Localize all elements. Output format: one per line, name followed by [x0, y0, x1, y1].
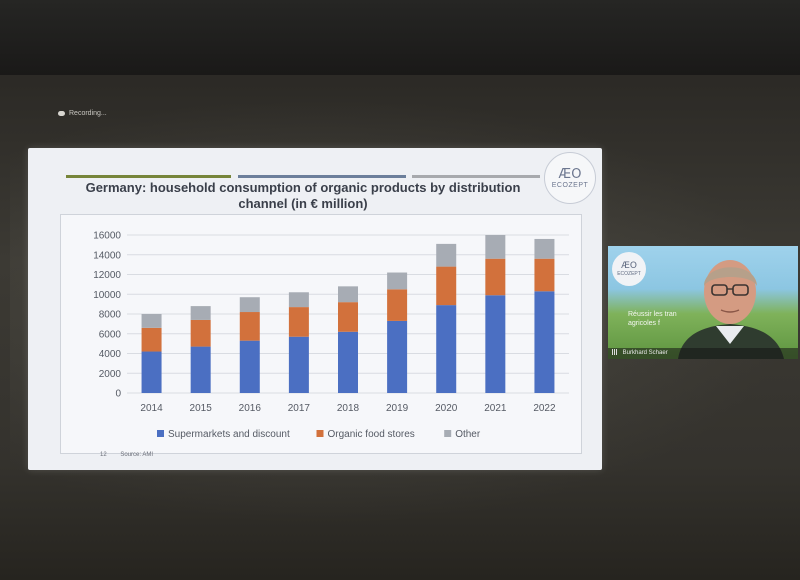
- bar-2020-organic_stores: [436, 266, 457, 306]
- header-rule-blue: [238, 175, 406, 178]
- presentation-slide: ÆO ECOZEPT Germany: household consumptio…: [28, 148, 602, 470]
- video-logo-mark-icon: ÆO: [621, 260, 637, 271]
- bar-2022-organic_stores: [534, 258, 555, 292]
- header-rule-green: [66, 175, 231, 178]
- header-rule-grey: [412, 175, 540, 178]
- slide-title-line-2: channel (in € million): [238, 196, 368, 211]
- source-note: Source: AMI: [120, 452, 154, 458]
- y-tick-label-16000: 16000: [93, 231, 121, 242]
- logo-text: ECOZEPT: [551, 181, 589, 189]
- legend-label-organic_stores: Organic food stores: [328, 429, 415, 440]
- y-tick-label-14000: 14000: [93, 250, 121, 261]
- y-tick-label-0: 0: [115, 389, 121, 400]
- page-number: 12: [100, 452, 107, 458]
- slide-title: Germany: household consumption of organi…: [68, 180, 538, 212]
- bar-2018-organic_stores: [338, 302, 358, 332]
- legend-swatch-supermarkets: [157, 430, 164, 437]
- bar-2015-supermarkets: [190, 346, 211, 393]
- video-logo-text: ECOZEPT: [617, 270, 641, 277]
- legend-swatch-other: [444, 430, 452, 437]
- stacked-bar-chart: 0 2000 4000 6000 8000 10000 12000 14000 16000 201…: [93, 231, 569, 440]
- x-tick-label-2017: 2017: [288, 403, 311, 414]
- y-tick-label-8000: 8000: [99, 310, 122, 321]
- bar-2016-organic_stores: [239, 312, 260, 341]
- recording-label: Recording...: [69, 110, 107, 117]
- signal-bars-icon: [612, 349, 618, 356]
- bar-2019-organic_stores: [387, 289, 408, 321]
- bar-2015-organic_stores: [190, 319, 211, 347]
- bar-2021-organic_stores: [485, 258, 506, 296]
- bar-2015-other: [190, 306, 211, 320]
- bar-2014-organic_stores: [141, 327, 162, 352]
- bar-2017-organic_stores: [288, 307, 309, 337]
- bar-2017-supermarkets: [288, 336, 309, 393]
- ceiling-background: [0, 0, 800, 75]
- bar-2017-other: [288, 292, 309, 308]
- ecozept-logo: ÆO ECOZEPT: [544, 152, 596, 204]
- x-tick-label-2014: 2014: [140, 403, 163, 414]
- video-ecozept-logo: ÆO ECOZEPT: [612, 252, 646, 286]
- bar-2014-supermarkets: [141, 351, 162, 393]
- bar-2019-supermarkets: [387, 320, 408, 393]
- recording-indicator[interactable]: Recording...: [58, 110, 107, 117]
- x-tick-label-2018: 2018: [337, 403, 360, 414]
- bar-2021-other: [485, 235, 506, 259]
- bar-2022-supermarkets: [534, 291, 555, 393]
- x-tick-label-2015: 2015: [190, 403, 213, 414]
- bar-2020-supermarkets: [436, 305, 457, 393]
- x-tick-label-2016: 2016: [239, 403, 262, 414]
- participant-portrait: [678, 260, 784, 359]
- legend-label-other: Other: [455, 429, 481, 440]
- chart-area: 0 2000 4000 6000 8000 10000 12000 14000 16000 201…: [60, 214, 582, 454]
- x-tick-label-2020: 2020: [435, 403, 458, 414]
- video-text-line-1: Réussir les tran: [628, 311, 677, 318]
- bar-2016-other: [239, 297, 260, 313]
- legend-swatch-organic_stores: [316, 430, 324, 437]
- bar-2021-supermarkets: [485, 295, 506, 393]
- y-tick-label-2000: 2000: [99, 369, 122, 380]
- bar-2020-other: [436, 243, 457, 267]
- bar-2019-other: [387, 272, 408, 290]
- legend-label-supermarkets: Supermarkets and discount: [168, 429, 290, 440]
- y-tick-label-12000: 12000: [93, 270, 121, 281]
- x-tick-label-2019: 2019: [386, 403, 409, 414]
- participant-video[interactable]: ÆO ECOZEPT Réussir les tran agricoles f …: [608, 246, 798, 359]
- slide-title-line-1: Germany: household consumption of organi…: [85, 180, 521, 195]
- y-tick-label-6000: 6000: [99, 329, 122, 340]
- x-tick-label-2022: 2022: [533, 403, 556, 414]
- cloud-icon: [58, 111, 65, 116]
- x-tick-label-2021: 2021: [484, 403, 507, 414]
- participant-name: Burkhard Schaer: [622, 350, 668, 356]
- bar-2018-supermarkets: [338, 331, 358, 393]
- slide-footer: 12 Source: AMI: [100, 452, 165, 458]
- bar-2022-other: [534, 238, 555, 259]
- y-tick-label-4000: 4000: [99, 349, 122, 360]
- bar-2016-supermarkets: [239, 340, 260, 393]
- y-tick-label-10000: 10000: [93, 290, 121, 301]
- video-background-text: Réussir les tran agricoles f: [628, 310, 677, 328]
- participant-name-bar: Burkhard Schaer: [608, 348, 798, 359]
- logo-mark-icon: ÆO: [558, 166, 582, 182]
- video-text-line-2: agricoles f: [628, 320, 660, 327]
- bar-2018-other: [338, 286, 358, 303]
- bar-2014-other: [141, 314, 162, 328]
